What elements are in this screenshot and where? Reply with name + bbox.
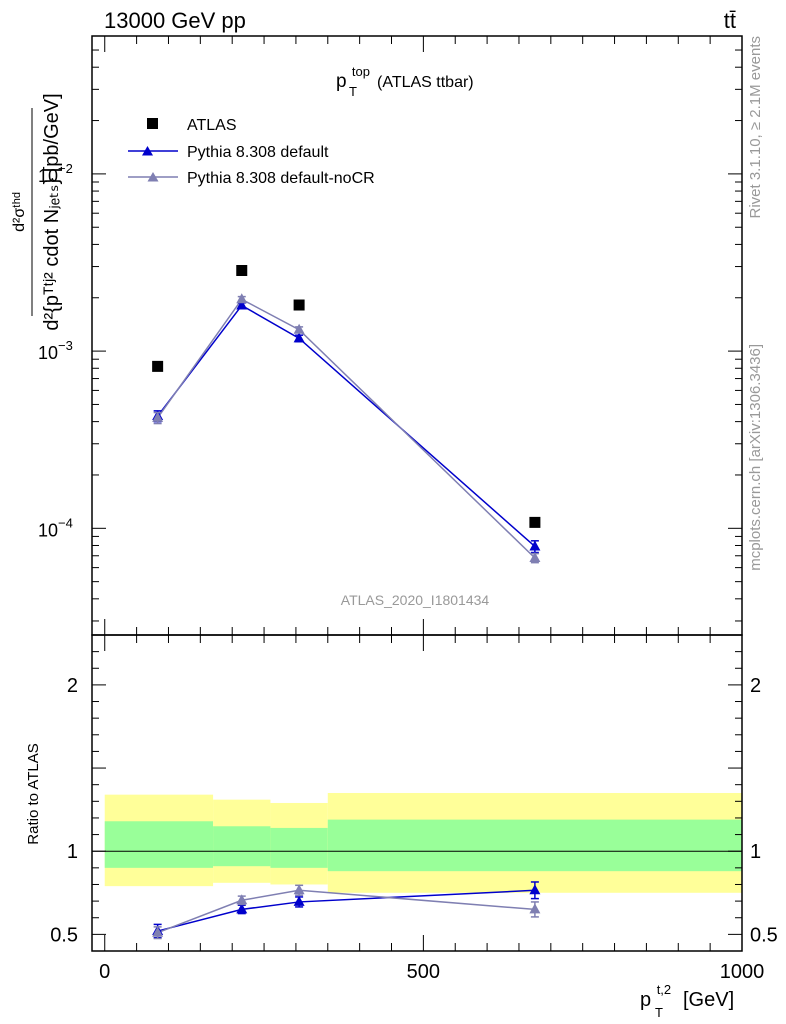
main-title: p top	[336, 64, 370, 92]
ratio-band-inner	[327, 819, 742, 872]
ratio-series-line-1	[157, 889, 535, 934]
x-tick-label: 1000	[720, 961, 765, 983]
legend-label-atlas: ATLAS	[187, 117, 237, 134]
x-label-sub: T	[655, 1005, 663, 1020]
main-data-point	[236, 265, 248, 277]
main-mc-point-2	[236, 293, 248, 304]
ratio-point-1	[529, 903, 541, 914]
header-right: tt̄	[724, 8, 736, 33]
legend-label-nocr: Pythia 8.308 default-noCR	[187, 170, 375, 187]
main-y-tick-label-base: 10	[38, 520, 58, 540]
header-left: 13000 GeV pp	[104, 8, 246, 33]
main-y-tick-label-exp: −2	[58, 161, 73, 176]
main-mc-point-2	[293, 323, 305, 334]
ratio-point-0	[236, 903, 248, 914]
main-mc-point-1	[529, 540, 541, 551]
main-title-p: p	[336, 71, 347, 92]
main-mc-point-1	[293, 332, 305, 343]
x-label-unit: [GeV]	[683, 989, 734, 1011]
ratio-band-inner	[104, 821, 214, 868]
ratio-panel: 0.5 0.51 12 20 500 1000 Ratio to ATLAS p t,2 …	[25, 634, 778, 1020]
main-series-line-1	[157, 304, 536, 548]
ratio-band-inner	[270, 827, 328, 868]
mcplots-label: mcplots.cern.ch [arXiv:1306.3436]	[747, 344, 764, 571]
analysis-watermark: ATLAS_2020_I1801434	[341, 592, 490, 608]
ratio-band-inner	[213, 826, 271, 867]
ratio-y-tick-label-right: 2	[750, 675, 761, 697]
ratio-series-line-0	[157, 889, 535, 932]
main-y-tick-label: 10−2	[38, 161, 73, 186]
main-y-tick-label: 10−4	[38, 515, 73, 540]
main-panel: 10−410−310−2 p top T (ATLAS ttbar) ATLAS…	[11, 35, 743, 636]
main-ylabel-denominator: d²{pᵀᵗʲ² cdot Nⱼₑₜₛ} [pb/GeV]	[41, 93, 63, 330]
main-mc-point-2	[152, 411, 164, 422]
x-label-sup: t,2	[657, 982, 671, 997]
ratio-point-0	[529, 884, 541, 895]
main-title-sup: top	[352, 64, 370, 79]
ratio-point-0	[293, 895, 305, 906]
main-y-tick-label-exp: −3	[58, 338, 73, 353]
main-y-tick-label-base: 10	[38, 343, 58, 363]
legend-label-default: Pythia 8.308 default	[187, 144, 329, 161]
main-title-sub: T	[349, 84, 357, 99]
legend-marker-default	[142, 146, 153, 156]
x-label-p: p	[640, 989, 651, 1011]
main-data-point	[529, 516, 541, 528]
main-data-point	[152, 360, 164, 372]
x-tick-label: 0	[99, 961, 110, 983]
main-mc-point-1	[236, 299, 248, 310]
ratio-y-tick-label-left: 0.5	[50, 924, 78, 946]
x-tick-label: 500	[407, 961, 440, 983]
main-mc-point-2	[529, 551, 541, 562]
x-axis-label: p t,2	[640, 982, 671, 1011]
main-y-tick-label-base: 10	[38, 166, 58, 186]
ratio-point-1	[152, 926, 164, 937]
ratio-ylabel: Ratio to ATLAS	[25, 743, 42, 844]
legend-marker-atlas	[147, 118, 158, 129]
ratio-frame	[91, 634, 743, 952]
rivet-label: Rivet 3.1.10, ≥ 2.1M events	[747, 36, 764, 219]
ratio-point-1	[236, 894, 248, 905]
main-data-point	[293, 299, 305, 311]
ratio-y-tick-label-left: 2	[67, 675, 78, 697]
main-y-axis-label: d²σᵗʰᵈ d²{pᵀᵗʲ² cdot Nⱼₑₜₛ} [pb/GeV]	[11, 93, 63, 330]
main-series-line-2	[157, 298, 536, 559]
ratio-y-tick-label-right: 0.5	[750, 924, 778, 946]
legend-marker-nocr	[147, 172, 159, 182]
main-title-rest: (ATLAS ttbar)	[377, 74, 474, 91]
ratio-point-1	[293, 884, 305, 895]
ratio-y-tick-label-left: 1	[67, 841, 78, 863]
main-ylabel-numerator: d²σᵗʰᵈ	[11, 192, 28, 232]
main-y-tick-label-exp: −4	[58, 515, 73, 530]
ratio-y-tick-label-right: 1	[750, 841, 761, 863]
main-y-tick-label: 10−3	[38, 338, 73, 363]
legend: ATLAS Pythia 8.308 default Pythia 8.308 …	[128, 117, 375, 187]
